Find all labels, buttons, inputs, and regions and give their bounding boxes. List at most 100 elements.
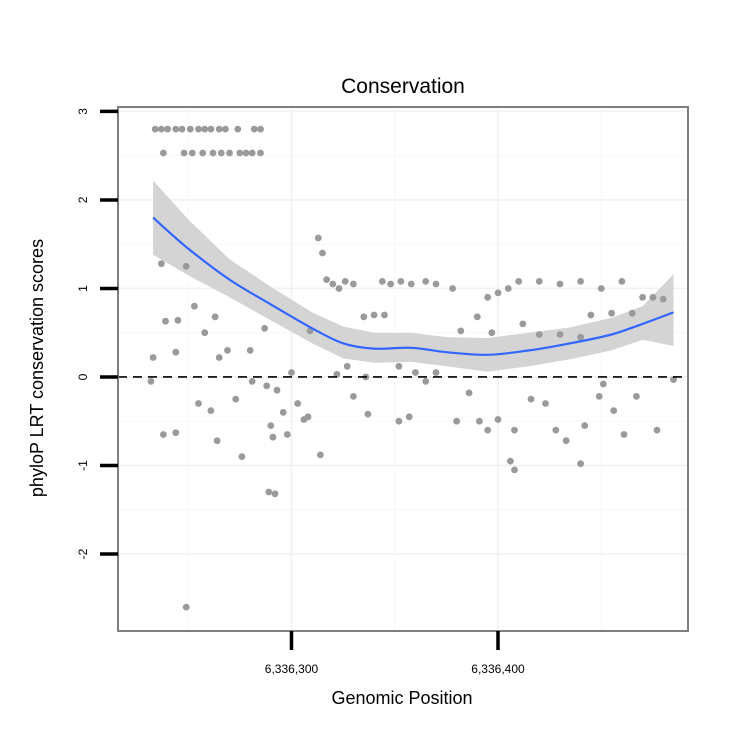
data-point <box>473 313 481 321</box>
y-tick-label: -2 <box>76 548 90 559</box>
data-point <box>395 417 403 425</box>
data-point <box>250 125 258 133</box>
data-point <box>174 316 182 324</box>
data-point <box>341 278 349 285</box>
data-point <box>387 280 394 288</box>
data-point <box>261 324 268 332</box>
data-point <box>294 400 302 407</box>
data-point <box>465 389 473 397</box>
data-point <box>151 125 159 133</box>
data-point <box>422 278 430 285</box>
data-point <box>263 382 271 390</box>
data-point <box>618 278 626 285</box>
data-point <box>449 285 456 292</box>
data-point <box>577 278 584 285</box>
data-point <box>182 262 190 270</box>
data-point <box>343 362 351 370</box>
data-point <box>178 125 186 133</box>
data-points <box>147 125 677 611</box>
x-axis-label: Genomic Position <box>331 688 472 708</box>
data-point <box>232 395 240 403</box>
y-tick-label: 1 <box>76 285 90 292</box>
data-point <box>381 311 388 319</box>
x-axis: 6,336,300 6,336,400 <box>265 631 525 676</box>
data-point <box>556 331 564 338</box>
data-point <box>653 426 661 434</box>
data-point <box>180 149 188 157</box>
data-point <box>659 295 667 303</box>
data-point <box>207 407 215 414</box>
data-point <box>147 378 155 385</box>
data-point <box>511 466 518 474</box>
data-point <box>484 293 492 301</box>
data-point <box>335 285 343 292</box>
data-point <box>283 431 291 438</box>
data-point <box>639 293 646 301</box>
data-point <box>271 490 279 498</box>
data-point <box>226 149 233 157</box>
data-point <box>329 280 337 288</box>
data-point <box>207 125 215 133</box>
data-point <box>267 422 275 429</box>
data-point <box>234 125 242 133</box>
data-point <box>432 369 440 376</box>
data-point <box>494 416 502 423</box>
data-point <box>242 149 250 157</box>
data-point <box>201 125 209 133</box>
data-point <box>273 386 281 394</box>
data-point <box>432 280 440 288</box>
data-point <box>633 393 640 400</box>
data-point <box>577 460 584 468</box>
data-point <box>215 125 223 133</box>
data-point <box>246 347 254 354</box>
chart-title: Conservation <box>341 75 465 98</box>
data-point <box>597 285 605 292</box>
data-point <box>158 260 165 268</box>
data-point <box>257 125 264 133</box>
data-point <box>288 369 295 376</box>
data-point <box>484 426 492 434</box>
data-point <box>162 317 169 325</box>
data-point <box>314 234 322 242</box>
data-point <box>649 293 657 301</box>
data-point <box>333 370 341 378</box>
data-point <box>397 278 405 285</box>
data-point <box>364 410 372 418</box>
data-point <box>535 331 543 338</box>
data-point <box>160 431 167 438</box>
y-axis-label: phyloP LRT conservation scores <box>27 239 47 497</box>
data-point <box>407 280 415 288</box>
data-point <box>620 431 628 438</box>
data-point <box>172 348 180 356</box>
data-point <box>511 426 518 434</box>
data-point <box>628 309 636 317</box>
data-point <box>504 285 512 292</box>
data-point <box>317 451 324 459</box>
data-point <box>164 125 172 133</box>
plot-frame <box>117 106 689 632</box>
data-point <box>587 311 595 319</box>
data-point <box>211 313 219 321</box>
data-point <box>238 453 246 460</box>
y-axis: -2 -1 0 1 2 3 <box>76 108 118 559</box>
data-point <box>186 125 194 133</box>
data-point <box>360 313 368 321</box>
data-point <box>670 376 677 383</box>
data-point <box>323 276 330 283</box>
data-point <box>556 280 564 288</box>
data-point <box>395 362 403 370</box>
data-point <box>248 149 256 157</box>
data-point <box>236 149 244 157</box>
data-point <box>453 417 461 425</box>
data-point <box>562 437 570 445</box>
data-point <box>182 603 190 611</box>
data-point <box>265 488 273 496</box>
smooth-trend-line <box>152 216 674 356</box>
data-point <box>405 413 413 421</box>
data-point <box>599 380 607 388</box>
data-point <box>224 347 231 354</box>
data-point <box>457 327 465 335</box>
data-point <box>149 354 157 361</box>
data-point <box>319 249 326 257</box>
